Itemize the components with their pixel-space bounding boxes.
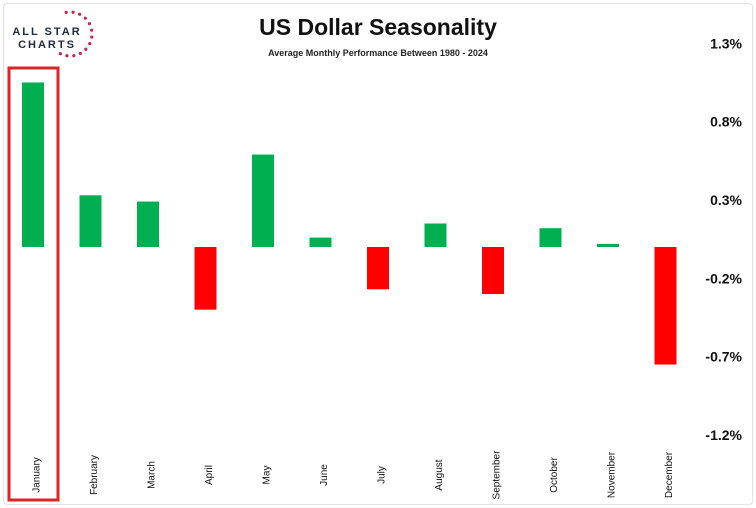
bar-january (22, 82, 44, 247)
bar-november (597, 243, 619, 247)
logo-star-dot (58, 52, 62, 56)
bar-december (654, 247, 677, 365)
chart-title: US Dollar Seasonality (259, 14, 497, 40)
january-highlight-box (7, 66, 60, 502)
y-tick-label: -1.2% (705, 427, 742, 443)
x-tick-label: December (664, 451, 675, 498)
logo-star-dot (87, 22, 92, 26)
logo-star-dot (72, 54, 76, 58)
bar-september (482, 247, 504, 295)
logo-star-dot (64, 10, 68, 14)
x-tick-label: April (204, 465, 215, 485)
y-tick-label: -0.2% (705, 270, 742, 286)
bar-october (539, 228, 562, 247)
bar-august (424, 223, 447, 247)
x-tick-label: March (147, 461, 158, 489)
bar-april (194, 247, 217, 310)
logo-star-dot (78, 12, 82, 16)
x-tick-label: June (319, 464, 330, 486)
x-tick-label: July (377, 466, 388, 484)
logo-line-2: CHARTS (18, 39, 76, 51)
logo-star-dot (83, 16, 87, 20)
logo-line-1: ALL STAR (12, 26, 82, 38)
chart-subtitle: Average Monthly Performance Between 1980… (268, 48, 488, 58)
chart-frame (3, 3, 753, 505)
logo-star-ring (58, 10, 94, 58)
all-star-charts-logo: ALL STAR CHARTS (12, 26, 82, 52)
bar-july (367, 247, 389, 290)
y-tick-label: 0.3% (710, 192, 742, 208)
x-tick-label: February (89, 455, 100, 495)
x-tick-label: November (607, 451, 618, 498)
y-tick-label: -0.7% (705, 349, 742, 365)
x-tick-label: October (549, 457, 560, 493)
logo-star-dot (78, 51, 82, 56)
bar-june (309, 237, 332, 247)
x-tick-label: September (492, 450, 503, 500)
logo-star-dot (71, 10, 75, 14)
bar-may (252, 154, 274, 247)
logo-star-dot (90, 28, 94, 32)
y-tick-label: 1.3% (710, 35, 742, 51)
x-tick-label: August (434, 459, 445, 490)
logo-star-dot (84, 47, 88, 51)
logo-star-dot (90, 35, 94, 39)
logo-star-dot (88, 42, 92, 46)
y-tick-label: 0.8% (710, 114, 742, 130)
bar-february (79, 195, 102, 247)
bar-march (137, 201, 159, 247)
x-tick-label: May (262, 466, 273, 485)
logo-star-dot (65, 54, 69, 58)
x-tick-label: January (32, 457, 43, 493)
